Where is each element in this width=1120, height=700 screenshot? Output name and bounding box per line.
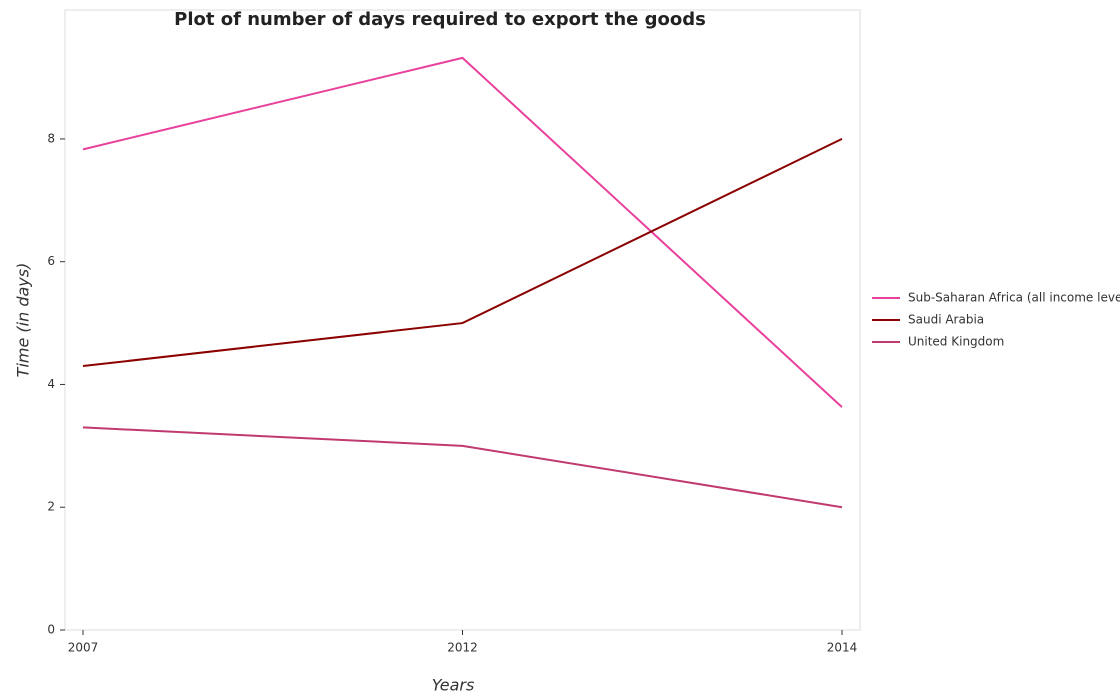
y-tick-label: 2 [47, 500, 55, 514]
legend-label: Saudi Arabia [908, 313, 984, 327]
plot-frame [64, 9, 861, 631]
y-tick-label: 0 [47, 623, 55, 637]
legend-label: United Kingdom [908, 335, 1004, 349]
series-line [82, 56, 843, 408]
legend: Sub-Saharan Africa (all income levels) Sa… [872, 291, 1120, 349]
series-line [82, 426, 843, 509]
y-tick-label: 8 [47, 131, 55, 145]
x-tick-label: 2007 [68, 641, 99, 655]
y-tick-label: 6 [47, 254, 55, 268]
x-tick-label: 2012 [447, 641, 478, 655]
x-tick-label: 2014 [827, 641, 858, 655]
x-axis-label: Years [432, 676, 475, 695]
legend-label: Sub-Saharan Africa (all income levels) [908, 291, 1120, 305]
series-line [82, 138, 843, 368]
y-tick-label: 4 [47, 377, 55, 391]
chart-title: Plot of number of days required to expor… [174, 9, 706, 30]
y-axis-label: Time (in days) [14, 263, 33, 378]
